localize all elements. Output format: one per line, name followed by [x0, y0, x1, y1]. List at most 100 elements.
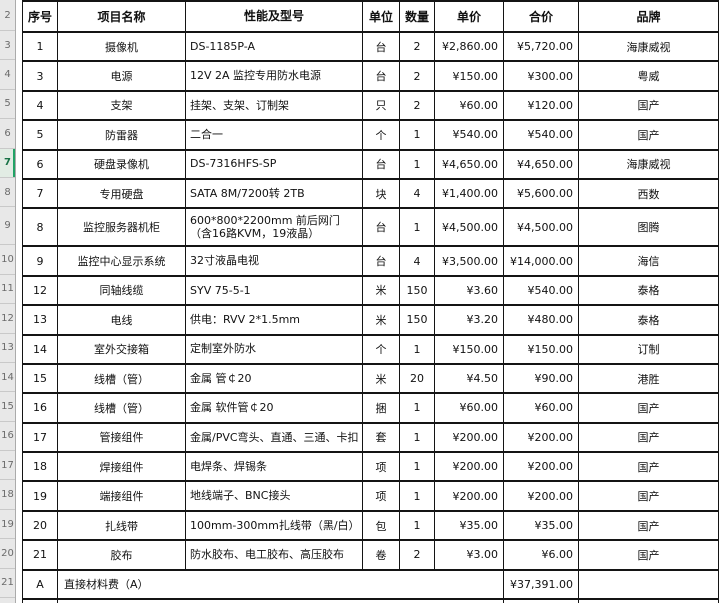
cell-qty[interactable]: 20 — [400, 364, 435, 393]
row-header-strip[interactable]: 2 3 4 5 6 7 8 9 10 11 12 13 14 15 16 17 18 19 20 21 — [0, 0, 16, 603]
cell-no[interactable]: 15 — [23, 364, 58, 393]
cell-price[interactable]: ¥4,500.00 — [435, 209, 504, 246]
cell-qty[interactable]: 1 — [400, 209, 435, 246]
cell-brand[interactable]: 订制 — [579, 335, 719, 363]
row-header[interactable]: 12 — [0, 304, 15, 334]
cell-no[interactable]: 20 — [23, 511, 58, 540]
cell-name[interactable]: 专用硬盘 — [58, 179, 186, 208]
cell-price[interactable]: ¥60.00 — [435, 394, 504, 422]
cell-brand[interactable]: 海康威视 — [579, 33, 719, 61]
cell-name[interactable]: 室外交接箱 — [58, 335, 186, 363]
cell-no[interactable]: 12 — [23, 276, 58, 305]
cell-spec[interactable]: 金属 管￠20 — [186, 364, 363, 393]
summary-cell-label[interactable]: 直接材料费（A） — [58, 570, 504, 598]
cell-no[interactable]: 9 — [23, 247, 58, 275]
cell-qty[interactable]: 1 — [400, 121, 435, 149]
header-cell-qty[interactable]: 数量 — [400, 2, 435, 31]
cell-spec[interactable]: 防水胶布、电工胶布、高压胶布 — [186, 541, 363, 569]
cell-total[interactable]: ¥200.00 — [504, 453, 579, 481]
cell-unit[interactable]: 个 — [363, 121, 400, 149]
cell-price[interactable]: ¥35.00 — [435, 511, 504, 540]
partial-cell[interactable] — [58, 599, 504, 603]
cell-brand[interactable]: 港胜 — [579, 364, 719, 393]
header-cell-total[interactable]: 合价 — [504, 2, 579, 31]
cell-spec[interactable]: 地线端子、BNC接头 — [186, 482, 363, 510]
cell-spec[interactable]: 挂架、支架、订制架 — [186, 91, 363, 120]
cell-price[interactable]: ¥3,500.00 — [435, 247, 504, 275]
cell-unit[interactable]: 卷 — [363, 541, 400, 569]
row-header[interactable]: 21 — [0, 569, 15, 598]
row-header[interactable] — [0, 598, 15, 603]
cell-spec[interactable]: 电焊条、焊锡条 — [186, 453, 363, 481]
cell-no[interactable]: 6 — [23, 150, 58, 178]
cell-no[interactable]: 1 — [23, 33, 58, 61]
cell-unit[interactable]: 块 — [363, 179, 400, 208]
cell-price[interactable]: ¥540.00 — [435, 121, 504, 149]
cell-no[interactable]: 5 — [23, 121, 58, 149]
cell-name[interactable]: 胶布 — [58, 541, 186, 569]
cell-total[interactable]: ¥35.00 — [504, 511, 579, 540]
cell-brand[interactable]: 图腾 — [579, 209, 719, 246]
cell-name[interactable]: 监控服务器机柜 — [58, 209, 186, 246]
cell-total[interactable]: ¥90.00 — [504, 364, 579, 393]
cell-total[interactable]: ¥5,600.00 — [504, 179, 579, 208]
row-header[interactable]: 17 — [0, 451, 15, 481]
row-header[interactable]: 10 — [0, 245, 15, 275]
cell-spec[interactable]: 100mm-300mm扎线带（黑/白） — [186, 511, 363, 540]
cell-qty[interactable]: 1 — [400, 335, 435, 363]
cell-qty[interactable]: 1 — [400, 453, 435, 481]
row-header[interactable]: 4 — [0, 60, 15, 90]
cell-no[interactable]: 17 — [23, 423, 58, 452]
row-header[interactable]: 16 — [0, 422, 15, 452]
cell-spec[interactable]: 二合一 — [186, 121, 363, 149]
row-header[interactable]: 2 — [0, 0, 15, 31]
cell-no[interactable]: 13 — [23, 306, 58, 334]
row-header[interactable]: 15 — [0, 392, 15, 422]
cell-qty[interactable]: 2 — [400, 33, 435, 61]
cell-name[interactable]: 电线 — [58, 306, 186, 334]
row-header[interactable]: 14 — [0, 363, 15, 393]
row-header[interactable]: 13 — [0, 334, 15, 363]
summary-cell-no[interactable]: A — [23, 570, 58, 598]
cell-unit[interactable]: 米 — [363, 364, 400, 393]
cell-qty[interactable]: 150 — [400, 276, 435, 305]
cell-price[interactable]: ¥2,860.00 — [435, 33, 504, 61]
cell-total[interactable]: ¥200.00 — [504, 482, 579, 510]
cell-unit[interactable]: 套 — [363, 423, 400, 452]
cell-unit[interactable]: 米 — [363, 306, 400, 334]
cell-unit[interactable]: 项 — [363, 453, 400, 481]
cell-total[interactable]: ¥6.00 — [504, 541, 579, 569]
cell-name[interactable]: 支架 — [58, 91, 186, 120]
cell-price[interactable]: ¥1,400.00 — [435, 179, 504, 208]
cell-unit[interactable]: 台 — [363, 62, 400, 90]
cell-total[interactable]: ¥14,000.00 — [504, 247, 579, 275]
cell-total[interactable]: ¥4,650.00 — [504, 150, 579, 178]
cell-name[interactable]: 线槽（管） — [58, 364, 186, 393]
cell-no[interactable]: 16 — [23, 394, 58, 422]
cell-spec[interactable]: 供电：RVV 2*1.5mm — [186, 306, 363, 334]
cell-qty[interactable]: 1 — [400, 150, 435, 178]
cell-price[interactable]: ¥150.00 — [435, 335, 504, 363]
cell-unit[interactable]: 米 — [363, 276, 400, 305]
cell-spec[interactable]: 金属/PVC弯头、直通、三通、卡扣 — [186, 423, 363, 452]
cell-brand[interactable]: 国产 — [579, 91, 719, 120]
cell-price[interactable]: ¥3.20 — [435, 306, 504, 334]
cell-total[interactable]: ¥300.00 — [504, 62, 579, 90]
cell-qty[interactable]: 1 — [400, 423, 435, 452]
cell-qty[interactable]: 150 — [400, 306, 435, 334]
cell-name[interactable]: 电源 — [58, 62, 186, 90]
cell-qty[interactable]: 2 — [400, 541, 435, 569]
cell-brand[interactable]: 国产 — [579, 511, 719, 540]
cell-no[interactable]: 21 — [23, 541, 58, 569]
cell-price[interactable]: ¥3.60 — [435, 276, 504, 305]
cell-unit[interactable]: 台 — [363, 247, 400, 275]
cell-unit[interactable]: 台 — [363, 33, 400, 61]
cell-spec[interactable]: DS-1185P-A — [186, 33, 363, 61]
cell-no[interactable]: 7 — [23, 179, 58, 208]
cell-unit[interactable]: 包 — [363, 511, 400, 540]
cell-brand[interactable]: 西数 — [579, 179, 719, 208]
cell-brand[interactable]: 海信 — [579, 247, 719, 275]
cell-no[interactable]: 19 — [23, 482, 58, 510]
partial-cell[interactable] — [579, 599, 719, 603]
cell-no[interactable]: 8 — [23, 209, 58, 246]
